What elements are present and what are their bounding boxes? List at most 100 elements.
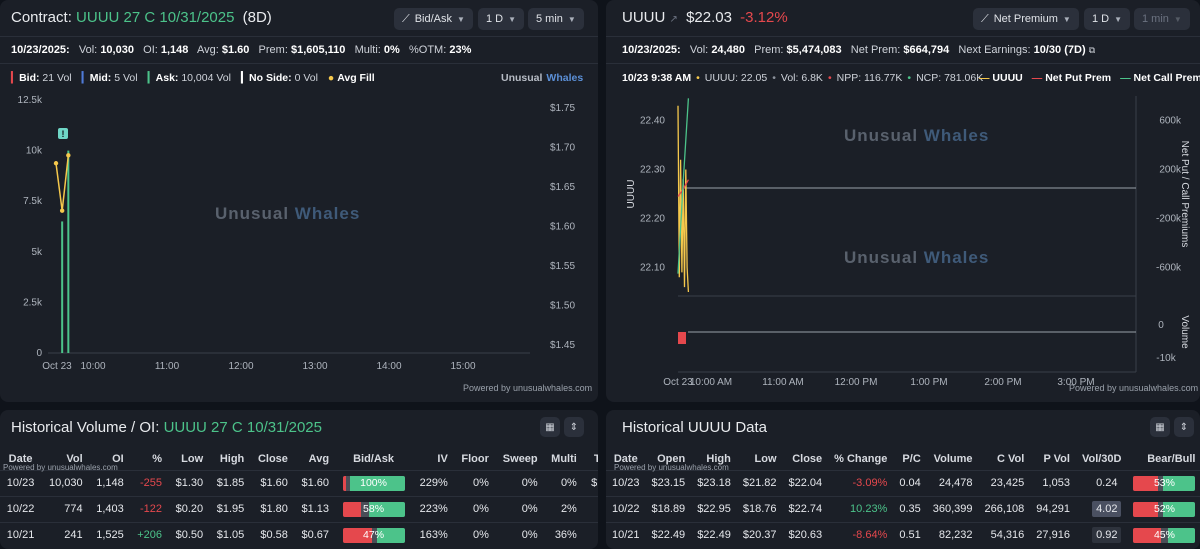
column-header[interactable]: Sweep xyxy=(502,452,538,465)
call-vol-cell: 23,425 xyxy=(990,477,1025,489)
y-tick-label: 22.10 xyxy=(640,263,665,274)
range-select[interactable]: 1 D ▼ xyxy=(1084,8,1131,30)
y-right-tick-label: -200k xyxy=(1156,214,1182,225)
column-header[interactable]: Bid/Ask xyxy=(353,452,395,465)
pc-ratio-cell: 0.51 xyxy=(899,529,921,542)
uuuu-history-table: Date Open High Low Close % Change P/C Volume C V… xyxy=(606,448,1200,548)
volume-cell: 24,478 xyxy=(938,477,973,489)
low-cell: $1.30 xyxy=(175,477,204,489)
column-header[interactable]: Multi xyxy=(551,452,577,465)
multi-cell: 36% xyxy=(554,529,577,542)
table-row[interactable]: 10/23 $23.15 $23.18 $21.82 $22.04 -3.09% 0.04 2… xyxy=(606,470,1200,496)
column-header[interactable]: High xyxy=(219,452,245,465)
date-cell: 10/21 xyxy=(612,529,640,542)
legend-net-call[interactable]: — Net Call Prem xyxy=(1120,72,1200,84)
total-premium-cell: $16,0 xyxy=(583,522,598,548)
series-line-2 xyxy=(677,98,690,274)
legend-bid[interactable]: ▎Bid: 21 Vol xyxy=(11,72,72,84)
legend-uuuu[interactable]: — UUUU xyxy=(979,72,1023,84)
date-cell: 10/22 xyxy=(612,503,640,515)
ticker-change: -3.12% xyxy=(740,9,788,26)
chart-mode-select[interactable]: ⟋ Bid/Ask ▼ xyxy=(394,8,473,30)
premium-chart[interactable]: 22.40 22.30 22.20 22.10 600k 200k -200k -600k 0 -… xyxy=(606,86,1200,386)
column-header[interactable]: Vol xyxy=(66,452,83,465)
table-row[interactable]: 10/21 $22.49 $22.49 $20.37 $20.63 -8.64% 0.51 8… xyxy=(606,522,1200,548)
chevron-down-icon: ▼ xyxy=(1173,14,1182,24)
uuuu-table-wrap: Date Open High Low Close % Change P/C Volume C V… xyxy=(606,448,1200,548)
table-row[interactable]: 10/23 10,030 1,148 -255 $1.30 $1.85 $1.60 $1.60… xyxy=(0,470,598,496)
volume-oi-table: Date Vol OI% Low High Close Avg Bid/Ask IV Floor S… xyxy=(0,448,598,548)
ticker-symbol[interactable]: UUUU xyxy=(622,9,666,26)
y-right-tick-label: $1.55 xyxy=(550,261,575,272)
external-link-icon[interactable]: ⧉ xyxy=(1088,45,1096,55)
column-header[interactable]: Avg xyxy=(308,452,330,465)
calculator-icon[interactable]: ▦ xyxy=(540,417,560,437)
avg-cell: $0.67 xyxy=(301,529,330,542)
premium-mode-select[interactable]: ⟋ Net Premium ▼ xyxy=(973,8,1079,30)
oi-cell: 1,148 xyxy=(96,477,124,489)
avg-cell: $1.60 xyxy=(301,477,330,489)
high-cell: $22.95 xyxy=(697,503,731,515)
contract-name[interactable]: UUUU 27 C 10/31/2025 xyxy=(76,9,235,26)
x-tick-label: 10:00 AM xyxy=(690,377,732,386)
sweep-cell: 0% xyxy=(521,529,538,542)
column-header[interactable]: % xyxy=(152,452,163,465)
interval-select[interactable]: 1 min ▼ xyxy=(1134,8,1190,30)
column-header[interactable]: Bear/Bull xyxy=(1147,452,1196,465)
calculator-icon[interactable]: ▦ xyxy=(1150,417,1170,437)
expand-icon[interactable]: ⇕ xyxy=(1174,417,1194,437)
column-header[interactable]: Vol/30D xyxy=(1081,452,1122,465)
bear-bull-bar: 52% xyxy=(1133,501,1196,517)
iv-cell: 163% xyxy=(419,529,448,542)
bid-ask-cell: 58% xyxy=(335,496,412,522)
range-select[interactable]: 1 D ▼ xyxy=(478,8,525,30)
oi-cell: 1,525 xyxy=(96,529,124,542)
trade-marker xyxy=(58,128,68,139)
column-header[interactable]: Volume xyxy=(933,452,973,465)
column-header[interactable]: % Change xyxy=(834,452,888,465)
vol-cell: 10,030 xyxy=(48,477,83,489)
vol30d-value: 0.24 xyxy=(1096,477,1118,489)
column-header[interactable]: P Vol xyxy=(1043,452,1070,465)
chart-legend: ▎Bid: 21 Vol ▎Mid: 5 Vol ▎Ask: 10,004 Vo… xyxy=(11,72,375,84)
legend-noside[interactable]: ▎No Side: 0 Vol xyxy=(240,72,318,84)
column-header[interactable]: Close xyxy=(257,452,288,465)
column-header[interactable]: Open xyxy=(657,452,686,465)
expand-icon[interactable]: ⇕ xyxy=(564,417,584,437)
y-right-tick-label: 200k xyxy=(1159,165,1182,176)
column-header[interactable]: OI xyxy=(112,452,124,465)
column-header[interactable]: Low xyxy=(181,452,204,465)
column-header[interactable]: High xyxy=(706,452,731,465)
table-row[interactable]: 10/22 $18.89 $22.95 $18.76 $22.74 10.23% 0.35 3… xyxy=(606,496,1200,522)
close-cell: $1.60 xyxy=(260,477,288,489)
legend-net-put[interactable]: — Net Put Prem xyxy=(1031,72,1112,84)
bar-red-segment xyxy=(1133,527,1162,543)
legend-avgfill[interactable]: ● Avg Fill xyxy=(327,72,375,84)
y-right-tick-label: $1.70 xyxy=(550,142,575,153)
table-row[interactable]: 10/21 241 1,525 +206 $0.50 $1.05 $0.58 $0.67 47%… xyxy=(0,522,598,548)
column-header[interactable]: Floor xyxy=(461,452,489,465)
column-header[interactable]: Low xyxy=(754,452,777,465)
high-cell: $23.18 xyxy=(697,477,731,489)
column-header[interactable]: Date xyxy=(8,452,33,465)
column-header[interactable]: C Vol xyxy=(997,452,1025,465)
column-header[interactable]: Date xyxy=(613,452,638,465)
contract-volume-chart[interactable]: 12.5k 10k 7.5k 5k 2.5k 0 $1.75 $1.70 $1.65 $1.60 $… xyxy=(0,86,598,386)
chevron-down-icon: ▼ xyxy=(457,14,465,24)
column-header[interactable]: P/C xyxy=(902,452,921,465)
external-link-icon[interactable]: ↗ xyxy=(669,14,678,25)
table-row[interactable]: 10/22 774 1,403 -122 $0.20 $1.95 $1.80 $1.13 58%… xyxy=(0,496,598,522)
close-cell: $22.74 xyxy=(788,503,823,515)
column-header[interactable]: Total Pr xyxy=(593,452,598,465)
pc-ratio-cell: 0.35 xyxy=(899,503,921,515)
ticker-chart-panel: UUUU ↗ $22.03 -3.12% ⟋ Net Premium ▼ 1 D… xyxy=(606,0,1200,402)
column-header[interactable]: Close xyxy=(792,452,823,465)
bar-label: 47% xyxy=(363,528,385,541)
legend-ask[interactable]: ▎Ask: 10,004 Vol xyxy=(147,72,231,84)
bear-bull-bar: 53% xyxy=(1133,475,1196,491)
column-header[interactable]: IV xyxy=(437,452,448,465)
y-tick-label: 22.40 xyxy=(640,116,665,127)
days-to-expiry: (8D) xyxy=(242,9,272,26)
interval-select[interactable]: 5 min ▼ xyxy=(528,8,584,30)
legend-mid[interactable]: ▎Mid: 5 Vol xyxy=(81,72,138,84)
